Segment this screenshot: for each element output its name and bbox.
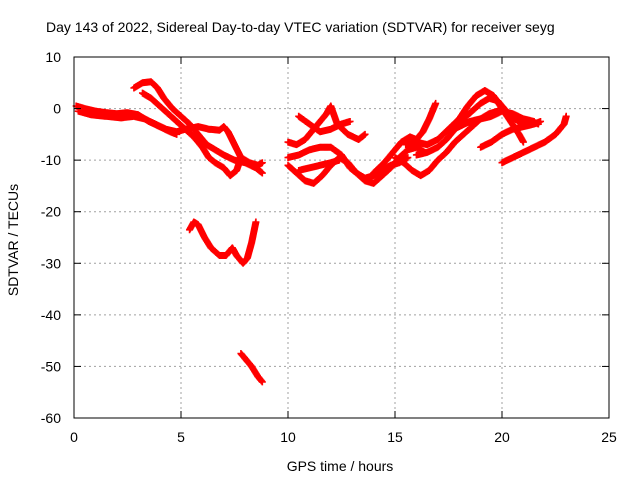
y-tick-label: -20: [41, 204, 61, 220]
x-tick-label: 25: [601, 429, 617, 445]
y-tick-label: -60: [41, 410, 61, 426]
data-point: [258, 378, 266, 386]
y-tick-label: -30: [41, 255, 61, 271]
data-series-group: [72, 78, 570, 386]
series-arc-18: [477, 117, 545, 151]
axis-ticks: [73, 56, 610, 419]
chart-title: Day 143 of 2022, Sidereal Day-to-day VTE…: [46, 19, 555, 35]
grid-lines: [74, 57, 609, 418]
y-tick-label: -50: [41, 358, 61, 374]
x-tick-label: 15: [387, 429, 403, 445]
data-point: [335, 156, 343, 164]
y-tick-label: -10: [41, 152, 61, 168]
data-point: [346, 117, 354, 125]
data-point: [537, 117, 545, 125]
x-tick-label: 20: [494, 429, 510, 445]
y-tick-label: -40: [41, 307, 61, 323]
data-point: [562, 112, 570, 120]
series-arc-10: [295, 156, 343, 174]
series-arc-16: [445, 107, 538, 136]
x-axis-label: GPS time / hours: [287, 458, 394, 474]
y-tick-label: 10: [45, 49, 61, 65]
series-arc-6: [237, 350, 266, 386]
data-point: [237, 154, 245, 162]
series-arc-4: [138, 89, 245, 180]
y-axis-label: SDTVAR / TECUs: [5, 184, 21, 296]
series-arc-17: [498, 112, 570, 167]
x-tick-label: 5: [177, 429, 185, 445]
data-point: [258, 159, 266, 167]
data-point: [404, 154, 412, 162]
data-point: [432, 99, 440, 107]
data-point: [519, 138, 527, 146]
x-tick-label: 0: [70, 429, 78, 445]
series-arc-3: [130, 78, 266, 177]
tick-labels: 0 5 10 15 20 25 10 0 -10 -20 -30 -40 -50 -60: [41, 49, 617, 445]
data-point: [252, 218, 260, 226]
plot-frame: [73, 56, 610, 419]
data-point: [361, 130, 369, 138]
series-arc-11: [295, 112, 354, 136]
data-point: [258, 169, 266, 177]
x-tick-label: 10: [280, 429, 296, 445]
series-arc-5: [186, 218, 260, 267]
y-tick-label: 0: [53, 101, 61, 117]
